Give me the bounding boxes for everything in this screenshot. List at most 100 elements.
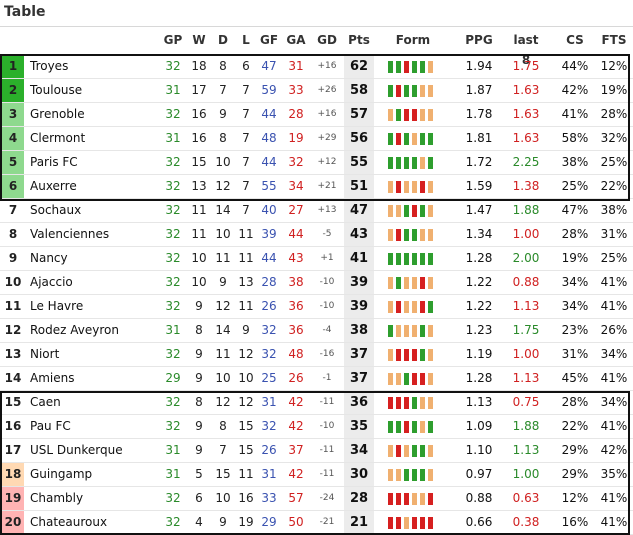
form-indicator[interactable] [388,151,438,174]
table-row[interactable]: 12 Rodez Aveyron 31 8 14 9 32 36 -4 38 1.23 1.75 23%… [0,319,633,343]
form-indicator[interactable] [388,487,438,510]
column-header-fts[interactable]: FTS [601,33,627,47]
team-name-link[interactable]: Caen [30,395,61,409]
table-row[interactable]: 15 Caen 32 8 12 12 31 42 -11 36 1.13 0.75 28% 34% [0,391,633,415]
rank-badge: 6 [2,175,24,198]
form-result-draw [412,277,417,289]
form-result-loss [420,373,425,385]
table-row[interactable]: 10 Ajaccio 32 10 9 13 28 38 -10 39 1.22 0.88 34% 41% [0,271,633,295]
points: 39 [349,299,369,314]
column-header-form[interactable]: Form [395,33,431,47]
failed-to-score: 19% [600,83,628,97]
rank-badge: 13 [4,347,22,361]
team-name-link[interactable]: Rodez Aveyron [30,323,119,337]
team-name-link[interactable]: Troyes [30,59,69,73]
column-header-l[interactable]: L [242,33,250,47]
column-header-ppg[interactable]: PPG [465,33,493,47]
table-row[interactable]: 1 Troyes 32 18 8 6 47 31 +16 62 1.94 1.75 44% 12% [0,55,633,79]
team-name-link[interactable]: Amiens [30,371,75,385]
form-indicator[interactable] [388,103,438,126]
form-indicator[interactable] [388,343,438,366]
clean-sheets: 38% [561,155,589,169]
form-indicator[interactable] [388,271,438,294]
form-result-win [420,205,425,217]
column-header-gd[interactable]: GD [317,33,337,47]
team-name-link[interactable]: Chateauroux [30,515,108,529]
points-per-game: 1.10 [465,443,493,457]
column-header-cs[interactable]: CS [566,33,584,47]
team-name-link[interactable]: Auxerre [30,179,77,193]
team-name-link[interactable]: Nancy [30,251,68,265]
team-name-link[interactable]: Guingamp [30,467,93,481]
team-name-link[interactable]: Valenciennes [30,227,110,241]
points-per-game: 1.19 [465,347,493,361]
losses: 6 [242,59,250,73]
table-row[interactable]: 14 Amiens 29 9 10 10 25 26 -1 37 1.28 1.13 45% 41% [0,367,633,391]
team-name-link[interactable]: Ajaccio [30,275,73,289]
failed-to-score: 26% [600,323,628,337]
column-header-ga[interactable]: GA [286,33,306,47]
form-indicator[interactable] [388,295,438,318]
team-name-link[interactable]: Paris FC [30,155,78,169]
form-indicator[interactable] [388,55,438,78]
goal-difference: +16 [317,109,337,119]
form-indicator[interactable] [388,247,438,270]
table-row[interactable]: 20 Chateauroux 32 4 9 19 29 50 -21 21 0.66 0.38 16% 4… [0,511,633,535]
clean-sheets: 25% [561,179,589,193]
table-row[interactable]: 6 Auxerre 32 13 12 7 55 34 +21 51 1.59 1.38 25% 22% [0,175,633,199]
form-indicator[interactable] [388,199,438,222]
column-header-l8[interactable]: last 8 [513,33,539,67]
form-result-draw [428,349,433,361]
form-indicator[interactable] [388,127,438,150]
form-indicator[interactable] [388,175,438,198]
team-name-link[interactable]: Sochaux [30,203,82,217]
team-name-link[interactable]: Grenoble [30,107,85,121]
form-indicator[interactable] [388,79,438,102]
table-row[interactable]: 3 Grenoble 32 16 9 7 44 28 +16 57 1.78 1.63 41% 28% [0,103,633,127]
team-name-link[interactable]: Chambly [30,491,84,505]
form-result-win [396,157,401,169]
form-result-win [388,253,393,265]
form-indicator[interactable] [388,319,438,342]
table-row[interactable]: 11 Le Havre 32 9 12 11 26 36 -10 39 1.22 1.13 34% 41% [0,295,633,319]
goals-for: 32 [261,323,277,337]
form-indicator[interactable] [388,463,438,486]
table-row[interactable]: 16 Pau FC 32 9 8 15 32 42 -10 35 1.09 1.88 22% 41% [0,415,633,439]
column-header-gf[interactable]: GF [259,33,279,47]
team-name-link[interactable]: Toulouse [30,83,83,97]
table-row[interactable]: 4 Clermont 31 16 8 7 48 19 +29 56 1.81 1.63 58% 32% [0,127,633,151]
last-8-ppg: 1.00 [512,467,540,481]
team-name-link[interactable]: Clermont [30,131,86,145]
form-result-draw [388,181,393,193]
team-name-link[interactable]: Le Havre [30,299,84,313]
form-result-draw [412,493,417,505]
form-indicator[interactable] [388,223,438,246]
goal-difference: +29 [317,133,337,143]
team-name-link[interactable]: Niort [30,347,60,361]
clean-sheets: 28% [561,227,589,241]
table-row[interactable]: 17 USL Dunkerque 31 9 7 15 26 37 -11 34 1.10 1.13 29… [0,439,633,463]
table-row[interactable]: 9 Nancy 32 10 11 11 44 43 +1 41 1.28 2.00 19% 25% [0,247,633,271]
form-indicator[interactable] [388,391,438,414]
team-name-link[interactable]: USL Dunkerque [30,443,123,457]
table-row[interactable]: 2 Toulouse 31 17 7 7 59 33 +26 58 1.87 1.63 42% 19% [0,79,633,103]
table-row[interactable]: 18 Guingamp 31 5 15 11 31 42 -11 30 0.97 1.00 29% 35% [0,463,633,487]
table-row[interactable]: 8 Valenciennes 32 11 10 11 39 44 -5 43 1.34 1.00 28%… [0,223,633,247]
table-row[interactable]: 13 Niort 32 9 11 12 32 48 -16 37 1.19 1.00 31% 34% [0,343,633,367]
form-indicator[interactable] [388,511,438,534]
form-indicator[interactable] [388,415,438,438]
column-header-gp[interactable]: GP [163,33,183,47]
table-row[interactable]: 19 Chambly 32 6 10 16 33 57 -24 28 0.88 0.63 12% 41% [0,487,633,511]
losses: 11 [238,467,254,481]
column-header-d[interactable]: D [218,33,228,47]
table-row[interactable]: 5 Paris FC 32 15 10 7 44 32 +12 55 1.72 2.25 38% 25% [0,151,633,175]
points-cell-bg [344,463,374,486]
column-header-w[interactable]: W [192,33,206,47]
form-indicator[interactable] [388,367,438,390]
form-result-win [396,277,401,289]
column-header-pts[interactable]: Pts [348,33,370,47]
table-row[interactable]: 7 Sochaux 32 11 14 7 40 27 +13 47 1.47 1.88 47% 38% [0,199,633,223]
form-indicator[interactable] [388,439,438,462]
form-result-draw [428,61,433,73]
team-name-link[interactable]: Pau FC [30,419,71,433]
